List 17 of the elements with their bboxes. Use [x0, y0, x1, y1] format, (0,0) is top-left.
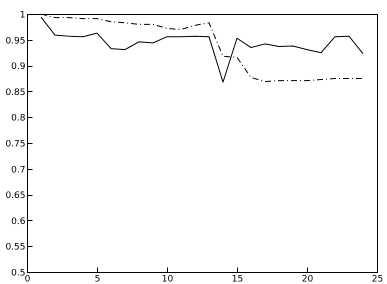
y-tick-label: 0.7	[11, 165, 26, 176]
y-tick-label: 0.9	[11, 62, 26, 72]
x-tick-label: 20	[302, 274, 314, 284]
y-tick-label: 1	[20, 10, 26, 20]
y-tick-label: 0.55	[5, 242, 26, 253]
y-tick-label: 0.6	[11, 216, 26, 227]
y-tick-label: 0.5	[11, 268, 26, 278]
x-tick-label: 5	[94, 274, 100, 284]
x-tick-label: 10	[162, 274, 174, 284]
x-tick-label: 0	[24, 274, 31, 284]
x-tick-label: 15	[232, 274, 244, 284]
y-tick-label: 0.8	[11, 114, 26, 124]
y-tick-label: 0.95	[5, 36, 26, 46]
x-tick-label: 25	[372, 274, 384, 284]
y-tick-label: 0.65	[5, 191, 26, 202]
y-tick-label: 0.85	[5, 88, 26, 98]
y-tick-label: 0.75	[5, 140, 26, 150]
